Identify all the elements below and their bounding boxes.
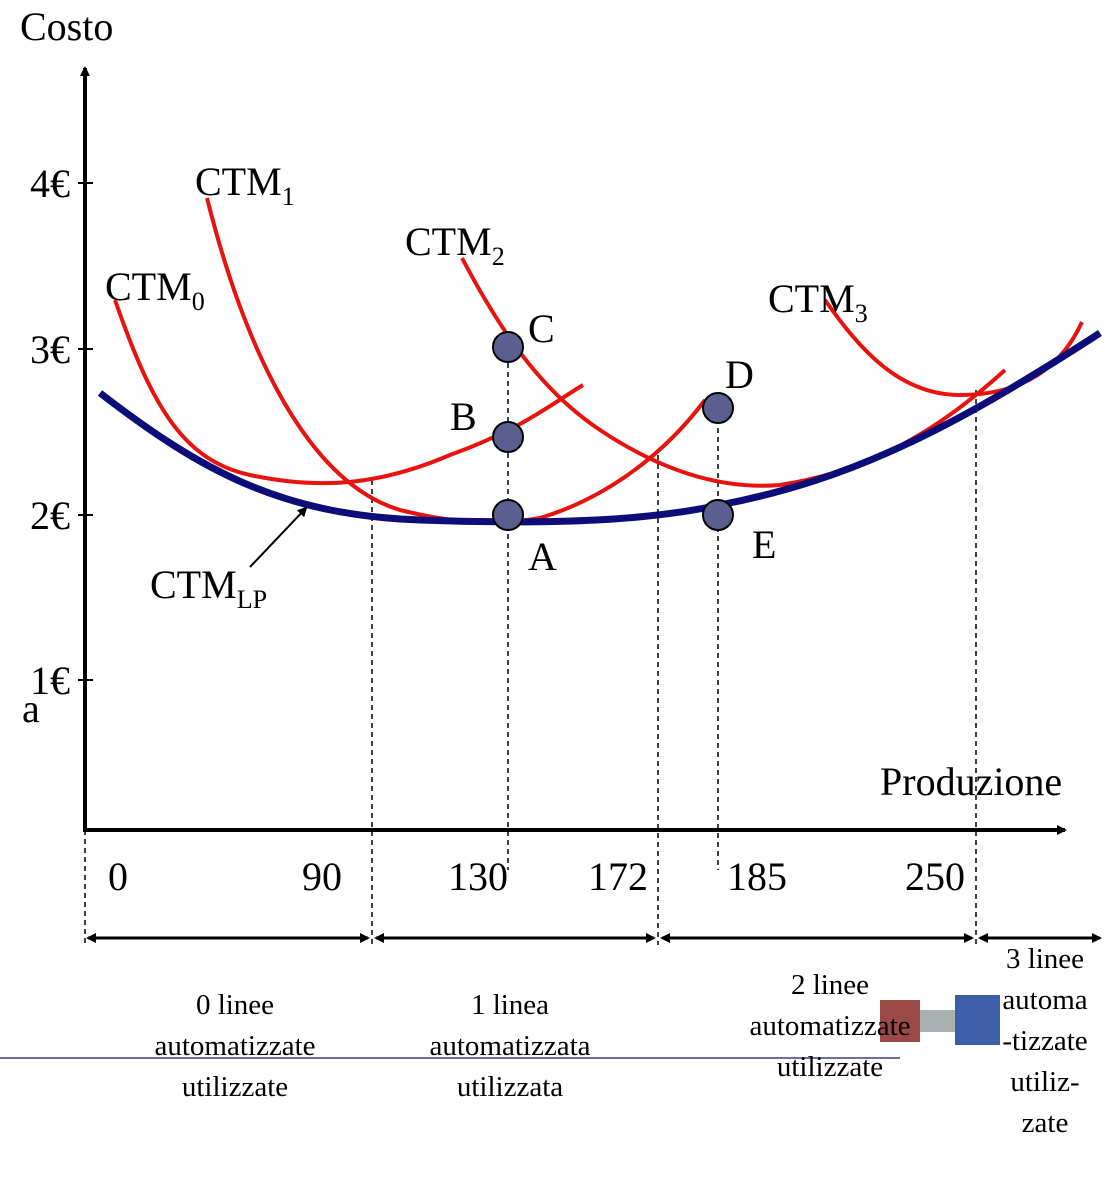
curve-label: CTM3 <box>768 276 868 328</box>
y-tick-label: 3€ <box>30 327 70 372</box>
diagram: Costo Produzione 4€ 3€ 2€ 1€ a 0 90 130 … <box>0 0 1114 1179</box>
y-tick-label: 4€ <box>30 161 70 206</box>
x-tick-label: 250 <box>905 854 965 899</box>
region-label: automatizzate <box>749 1010 910 1042</box>
point-label: D <box>725 352 754 397</box>
region-label: -tizzate <box>1002 1025 1087 1057</box>
y-tick-label: 2€ <box>30 493 70 538</box>
regions: 0 linee automatizzate utilizzate 1 linea aut… <box>154 943 1087 1139</box>
curve-label: CTM1 <box>195 159 295 211</box>
x-tick-label: 0 <box>108 854 128 899</box>
region-label: utilizzate <box>777 1051 883 1083</box>
lp-pointer <box>250 508 306 567</box>
x-tick-label: 130 <box>448 854 508 899</box>
point-label: E <box>752 522 776 567</box>
region-label: 0 linee <box>196 989 274 1021</box>
region-label: automa <box>1002 984 1087 1016</box>
point-label: A <box>528 534 557 579</box>
region-label: utilizzata <box>457 1071 563 1103</box>
region-label: utilizzate <box>182 1071 288 1103</box>
region-label: zate <box>1022 1107 1069 1139</box>
region-label: automatizzata <box>429 1030 590 1062</box>
region-label: automatizzate <box>154 1030 315 1062</box>
cost-curves <box>115 198 1082 523</box>
region-label: 2 linee <box>791 969 869 1001</box>
region-label: 1 linea <box>471 989 549 1021</box>
point-label: B <box>450 394 477 439</box>
curve-label: CTM2 <box>405 219 505 271</box>
curve-label: CTMLP <box>150 562 267 614</box>
x-tick-label: 185 <box>727 854 787 899</box>
curve-label: CTM0 <box>105 264 205 316</box>
guides <box>85 345 976 945</box>
x-tick-label: 172 <box>588 854 648 899</box>
region-label: utiliz- <box>1010 1066 1079 1098</box>
x-axis-label: Produzione <box>880 759 1062 804</box>
x-tick-label: 90 <box>302 854 342 899</box>
point-label: C <box>528 306 555 351</box>
stray-text: a <box>22 686 40 731</box>
region-label: 3 linee <box>1006 943 1084 975</box>
y-axis-label: Costo <box>20 4 113 49</box>
